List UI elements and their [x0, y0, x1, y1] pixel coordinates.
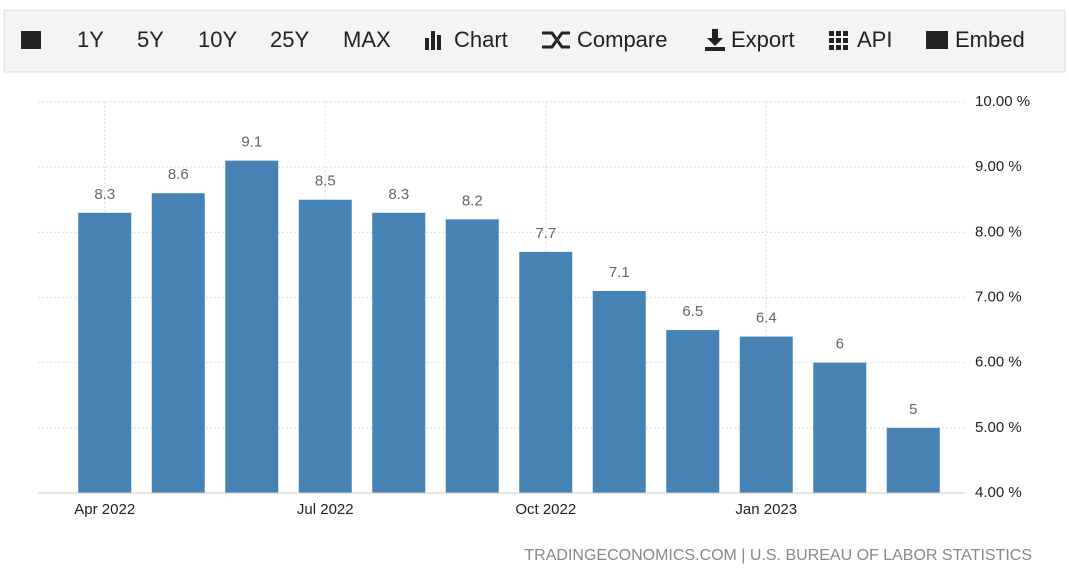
bar: [151, 193, 205, 493]
y-tick-label: 6.00 %: [975, 354, 1022, 371]
bar: [886, 427, 940, 493]
y-tick-label: 5.00 %: [975, 419, 1022, 436]
value-label: 9.1: [241, 134, 262, 151]
bar: [739, 336, 793, 493]
toolbar-button[interactable]: Chart: [454, 27, 508, 52]
toolbar-button[interactable]: API: [857, 27, 892, 52]
x-tick-label: Jul 2022: [297, 501, 354, 518]
x-tick-label: Apr 2022: [74, 501, 135, 518]
value-label: 6.5: [682, 303, 703, 320]
toolbar-button[interactable]: Compare: [577, 27, 667, 52]
source: TRADINGECONOMICS.COM | U.S. BUREAU OF LA…: [524, 547, 1032, 564]
toolbar-icons: [21, 29, 948, 51]
bar: [666, 330, 720, 493]
value-label: 5: [909, 401, 917, 418]
chart-icon: [431, 31, 435, 50]
value-label: 8.3: [94, 186, 115, 203]
bar: [225, 160, 279, 493]
value-label: 8.3: [388, 186, 409, 203]
value-label: 7.1: [609, 264, 630, 281]
api-icon[interactable]: [829, 31, 848, 50]
toolbar-button[interactable]: Embed: [955, 27, 1025, 52]
value-label: 7.7: [535, 225, 556, 242]
value-label: 8.2: [462, 192, 483, 209]
export-icon[interactable]: [705, 29, 725, 51]
value-label: 6: [836, 336, 844, 353]
y-tick-label: 9.00 %: [975, 158, 1022, 175]
embed-icon[interactable]: [926, 31, 948, 49]
bar: [78, 212, 132, 494]
chart-icon[interactable]: [425, 38, 429, 50]
y-tick-label: 4.00 %: [975, 484, 1022, 501]
bar: [813, 362, 867, 493]
y-tick-label: 7.00 %: [975, 288, 1022, 305]
value-label: 8.6: [168, 166, 189, 183]
value-label: 8.5: [315, 173, 336, 190]
toolbar: [3, 9, 1066, 73]
toolbar-button[interactable]: Export: [731, 27, 795, 52]
chart-icon: [437, 35, 441, 50]
bar: [519, 251, 573, 493]
toolbar-button[interactable]: MAX: [343, 27, 391, 52]
bar: [592, 290, 646, 493]
compare-icon[interactable]: [542, 31, 570, 49]
bar: [445, 219, 499, 494]
value-label: 6.4: [756, 310, 777, 327]
bar: [298, 199, 352, 493]
toolbar-button[interactable]: 1Y: [77, 27, 104, 52]
toolbar-button[interactable]: 25Y: [270, 27, 309, 52]
toolbar-button[interactable]: 5Y: [137, 27, 164, 52]
y-tick-label: 8.00 %: [975, 223, 1022, 240]
y-tick-label: 10.00 %: [975, 93, 1030, 110]
x-tick-label: Jan 2023: [735, 501, 797, 518]
x-tick-label: Oct 2022: [515, 501, 576, 518]
bar: [372, 212, 426, 494]
calendar-icon[interactable]: [21, 31, 41, 49]
toolbar-button[interactable]: 10Y: [198, 27, 237, 52]
